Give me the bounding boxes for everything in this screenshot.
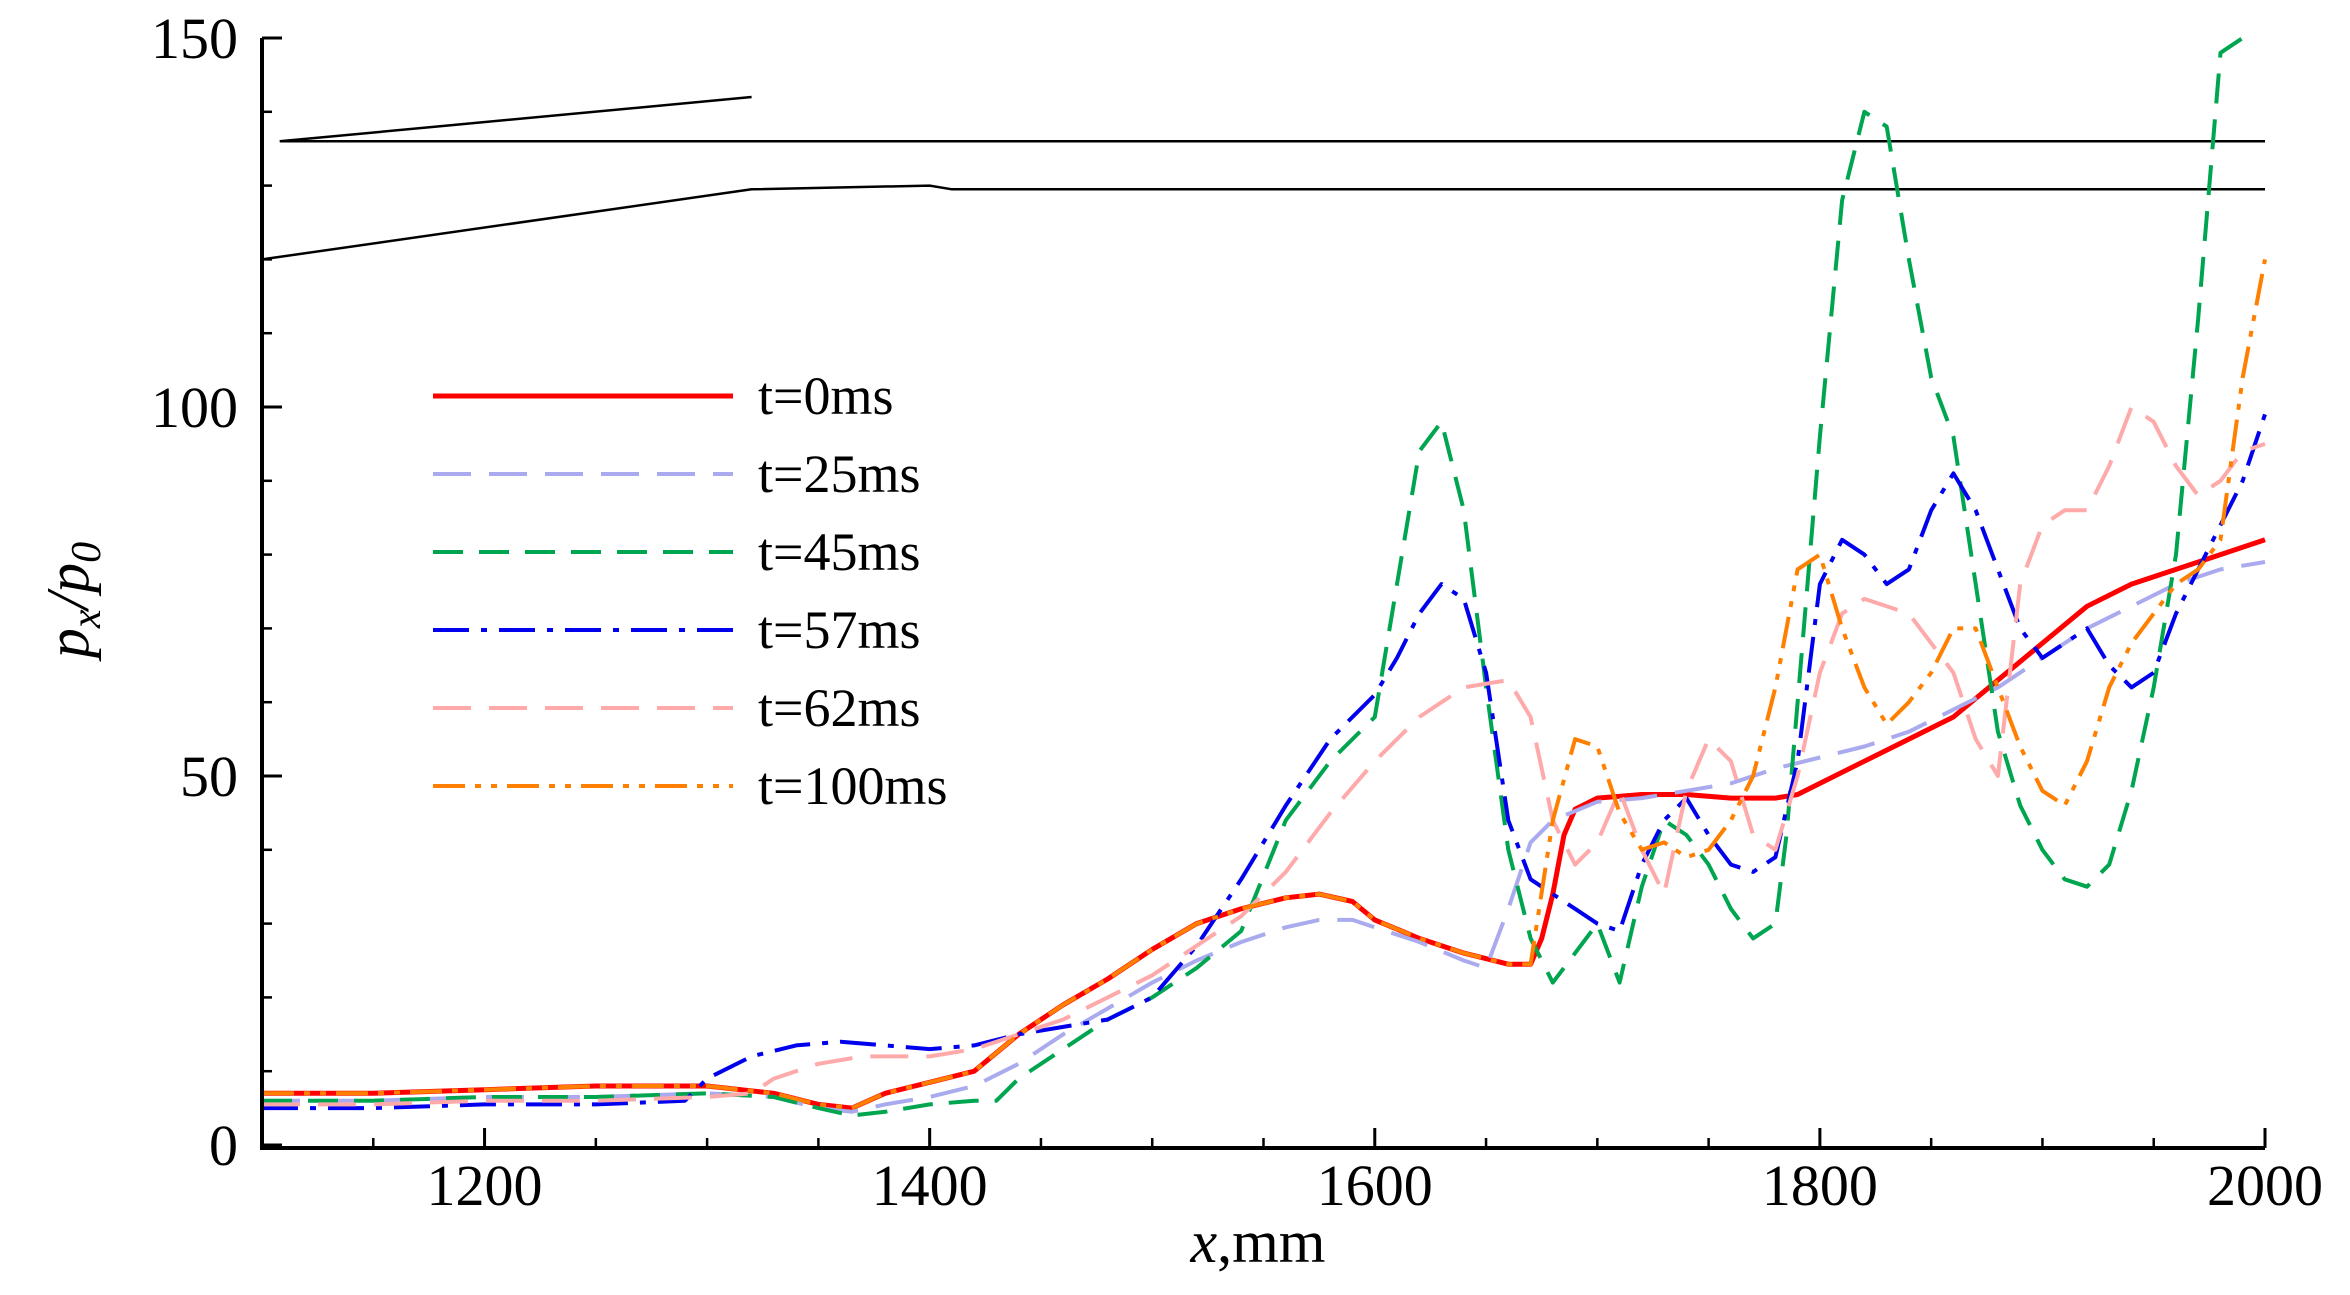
geometry-outline (261, 95, 2265, 261)
y-tick-label: 0 (209, 1113, 238, 1178)
ticks: 1200 1400 1600 1800 2000 0 50 100 150 (151, 6, 2323, 1218)
y-tick-label: 150 (151, 6, 238, 71)
series-line-t-45ms (262, 36, 2244, 1118)
x-tick-label: 1200 (427, 1153, 543, 1218)
y-axis-main: p (35, 628, 101, 662)
outline-line-1 (279, 95, 752, 143)
legend-label: t=25ms (758, 444, 920, 504)
legend-label: t=62ms (758, 678, 920, 738)
series-line-t-57ms (262, 413, 2267, 1111)
x-axis-title: x,mm (1190, 1209, 1326, 1275)
x-tick-label: 1800 (1762, 1153, 1878, 1218)
y-axis-main-2: p (35, 563, 101, 597)
legend-label: t=0ms (758, 366, 893, 426)
series-line-t-100ms (262, 259, 2267, 1111)
y-axis-title: px/p0 (35, 542, 110, 662)
x-tick-label: 1600 (1317, 1153, 1433, 1218)
plot-series (262, 36, 2267, 1118)
legend: t=0ms t=25ms t=45ms t=57ms t=62ms t=100ms (433, 366, 947, 816)
series-line-t-0ms (262, 537, 2266, 1111)
y-tick-label: 100 (151, 375, 238, 440)
x-tick-label: 1400 (872, 1153, 988, 1218)
outline-line-3 (261, 184, 2265, 261)
x-axis-unit: ,mm (1217, 1209, 1325, 1275)
legend-label: t=45ms (758, 522, 920, 582)
legend-label: t=57ms (758, 600, 920, 660)
y-axis-sub2: 0 (64, 542, 110, 563)
x-tick-label: 2000 (2207, 1153, 2323, 1218)
y-axis-sub1: x (64, 609, 110, 629)
legend-label: t=100ms (758, 756, 947, 816)
x-axis-var: x (1190, 1209, 1218, 1275)
series-line-t-25ms (262, 560, 2266, 1114)
axes (260, 38, 2265, 1150)
series-line-t-62ms (262, 405, 2266, 1107)
y-tick-label: 50 (180, 744, 238, 809)
